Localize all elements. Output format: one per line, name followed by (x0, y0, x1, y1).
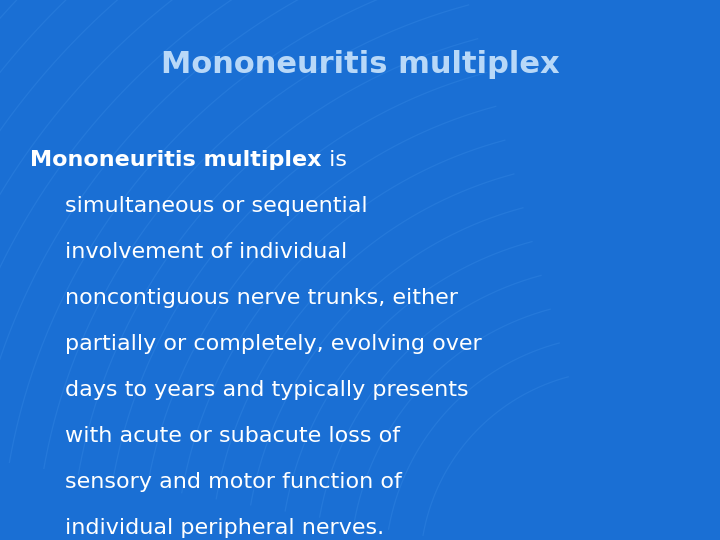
Text: noncontiguous nerve trunks, either: noncontiguous nerve trunks, either (65, 288, 458, 308)
Text: with acute or subacute loss of: with acute or subacute loss of (65, 426, 400, 446)
Text: is: is (322, 150, 346, 170)
Text: sensory and motor function of: sensory and motor function of (65, 472, 402, 492)
Text: Mononeuritis multiplex: Mononeuritis multiplex (161, 50, 559, 79)
Text: Mononeuritis multiplex: Mononeuritis multiplex (30, 150, 322, 170)
Text: partially or completely, evolving over: partially or completely, evolving over (65, 334, 482, 354)
Text: simultaneous or sequential: simultaneous or sequential (65, 196, 368, 216)
Text: individual peripheral nerves.: individual peripheral nerves. (65, 518, 384, 538)
Text: days to years and typically presents: days to years and typically presents (65, 380, 469, 400)
Text: involvement of individual: involvement of individual (65, 242, 347, 262)
